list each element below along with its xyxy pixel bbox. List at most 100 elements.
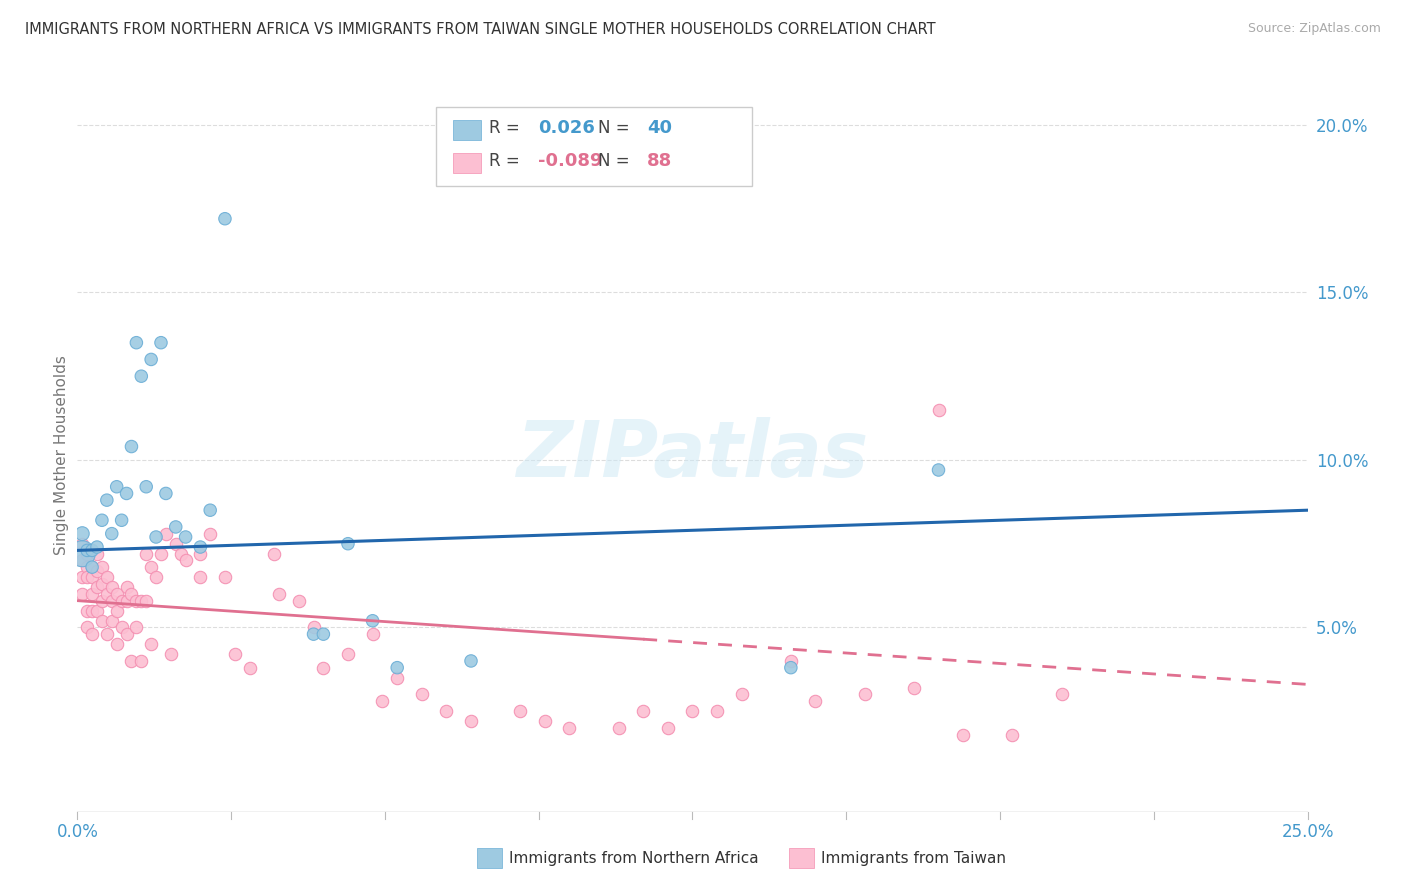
Point	[853, 688, 876, 702]
Point	[214, 570, 236, 584]
Point	[101, 593, 124, 607]
Text: 88: 88	[647, 152, 672, 169]
Text: ZIPatlas: ZIPatlas	[516, 417, 869, 493]
Point	[129, 369, 153, 384]
Point	[928, 463, 950, 477]
Point	[129, 593, 153, 607]
Point	[105, 637, 128, 651]
Point	[96, 493, 118, 508]
Point	[371, 694, 394, 708]
Point	[170, 547, 193, 561]
Point	[188, 570, 212, 584]
Point	[214, 211, 236, 226]
Point	[952, 728, 974, 742]
Point	[269, 587, 291, 601]
Point	[1050, 688, 1073, 702]
Point	[115, 486, 138, 500]
Point	[200, 503, 222, 517]
Point	[141, 560, 163, 574]
Text: R =: R =	[489, 152, 526, 169]
Point	[312, 660, 335, 674]
Point	[96, 587, 118, 601]
Point	[188, 547, 212, 561]
Point	[928, 402, 950, 417]
Point	[155, 526, 177, 541]
Point	[174, 530, 197, 544]
Point	[86, 547, 108, 561]
Y-axis label: Single Mother Households: Single Mother Households	[53, 355, 69, 555]
Point	[780, 654, 803, 668]
Point	[174, 553, 197, 567]
Point	[82, 587, 104, 601]
Point	[509, 704, 531, 718]
Point	[135, 547, 157, 561]
Point	[82, 570, 104, 584]
Point	[780, 660, 803, 674]
Text: 25.0%: 25.0%	[1281, 822, 1334, 840]
Text: 0.0%: 0.0%	[56, 822, 98, 840]
Point	[115, 627, 138, 641]
Point	[534, 714, 557, 729]
Point	[302, 627, 325, 641]
Text: 0.026: 0.026	[538, 119, 595, 136]
Text: Source: ZipAtlas.com: Source: ZipAtlas.com	[1247, 22, 1381, 36]
Text: Immigrants from Taiwan: Immigrants from Taiwan	[821, 851, 1007, 865]
Point	[121, 440, 143, 454]
Point	[633, 704, 655, 718]
Point	[90, 614, 114, 628]
Point	[141, 637, 163, 651]
Point	[96, 570, 118, 584]
Point	[145, 570, 167, 584]
Point	[82, 604, 104, 618]
Point	[657, 721, 679, 735]
Point	[76, 604, 98, 618]
Point	[312, 627, 335, 641]
Point	[682, 704, 704, 718]
Point	[101, 580, 124, 594]
Point	[385, 660, 409, 674]
Point	[125, 593, 148, 607]
Point	[111, 593, 132, 607]
Point	[105, 480, 128, 494]
Text: N =: N =	[598, 152, 634, 169]
Point	[115, 580, 138, 594]
Point	[135, 593, 157, 607]
Point	[337, 537, 360, 551]
Point	[82, 627, 104, 641]
Point	[558, 721, 581, 735]
Point	[121, 587, 143, 601]
Point	[706, 704, 728, 718]
Point	[76, 620, 98, 634]
Point	[903, 681, 925, 695]
Point	[76, 543, 98, 558]
Point	[90, 560, 114, 574]
Point	[361, 614, 384, 628]
Point	[82, 560, 104, 574]
Text: 40: 40	[647, 119, 672, 136]
Point	[150, 547, 173, 561]
Point	[361, 627, 384, 641]
Text: R =: R =	[489, 119, 526, 136]
Point	[90, 593, 114, 607]
Point	[90, 577, 114, 591]
Point	[288, 593, 311, 607]
Point	[460, 714, 482, 729]
Point	[82, 543, 104, 558]
Point	[165, 537, 187, 551]
Text: -0.089: -0.089	[538, 152, 603, 169]
Point	[101, 614, 124, 628]
Text: N =: N =	[598, 119, 634, 136]
Point	[70, 587, 93, 601]
Point	[105, 587, 128, 601]
Point	[105, 604, 128, 618]
Point	[145, 530, 167, 544]
Point	[101, 526, 124, 541]
Point	[111, 513, 132, 527]
Point	[125, 620, 148, 634]
Point	[141, 352, 163, 367]
Point	[411, 688, 433, 702]
Point	[76, 560, 98, 574]
Point	[76, 570, 98, 584]
Text: IMMIGRANTS FROM NORTHERN AFRICA VS IMMIGRANTS FROM TAIWAN SINGLE MOTHER HOUSEHOL: IMMIGRANTS FROM NORTHERN AFRICA VS IMMIG…	[25, 22, 936, 37]
Point	[86, 580, 108, 594]
